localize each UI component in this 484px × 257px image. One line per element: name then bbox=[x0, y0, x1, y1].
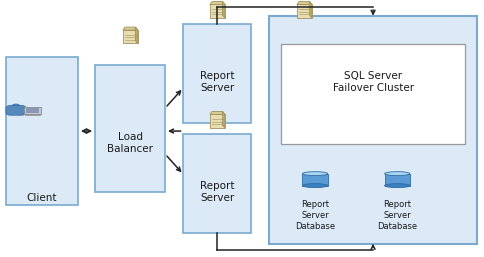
Polygon shape bbox=[222, 2, 225, 18]
FancyBboxPatch shape bbox=[95, 65, 165, 192]
Polygon shape bbox=[296, 2, 311, 4]
FancyBboxPatch shape bbox=[24, 107, 41, 114]
FancyBboxPatch shape bbox=[26, 108, 39, 113]
FancyBboxPatch shape bbox=[25, 114, 40, 115]
FancyBboxPatch shape bbox=[183, 134, 251, 233]
FancyBboxPatch shape bbox=[210, 4, 225, 18]
Text: SQL Server
Failover Cluster: SQL Server Failover Cluster bbox=[332, 71, 413, 94]
FancyBboxPatch shape bbox=[122, 30, 137, 43]
Text: Report
Server: Report Server bbox=[200, 181, 234, 203]
FancyBboxPatch shape bbox=[384, 174, 409, 186]
Polygon shape bbox=[210, 112, 225, 114]
Text: Report
Server
Database: Report Server Database bbox=[377, 200, 416, 231]
FancyBboxPatch shape bbox=[302, 174, 327, 186]
Text: Report
Server: Report Server bbox=[200, 71, 234, 94]
Polygon shape bbox=[210, 2, 225, 4]
FancyBboxPatch shape bbox=[281, 44, 464, 144]
Polygon shape bbox=[122, 27, 137, 30]
FancyBboxPatch shape bbox=[6, 105, 26, 115]
FancyBboxPatch shape bbox=[183, 24, 251, 123]
Text: Report
Server
Database: Report Server Database bbox=[294, 200, 334, 231]
FancyBboxPatch shape bbox=[210, 114, 225, 128]
Text: Client: Client bbox=[27, 192, 57, 203]
Polygon shape bbox=[309, 2, 311, 18]
Polygon shape bbox=[135, 27, 137, 43]
Circle shape bbox=[12, 104, 20, 108]
FancyBboxPatch shape bbox=[296, 4, 311, 18]
Ellipse shape bbox=[302, 172, 327, 176]
Text: Load
Balancer: Load Balancer bbox=[107, 132, 153, 154]
Ellipse shape bbox=[384, 172, 409, 176]
FancyBboxPatch shape bbox=[5, 57, 78, 205]
Polygon shape bbox=[222, 112, 225, 128]
Ellipse shape bbox=[302, 184, 327, 188]
FancyBboxPatch shape bbox=[269, 16, 476, 244]
Ellipse shape bbox=[384, 184, 409, 188]
